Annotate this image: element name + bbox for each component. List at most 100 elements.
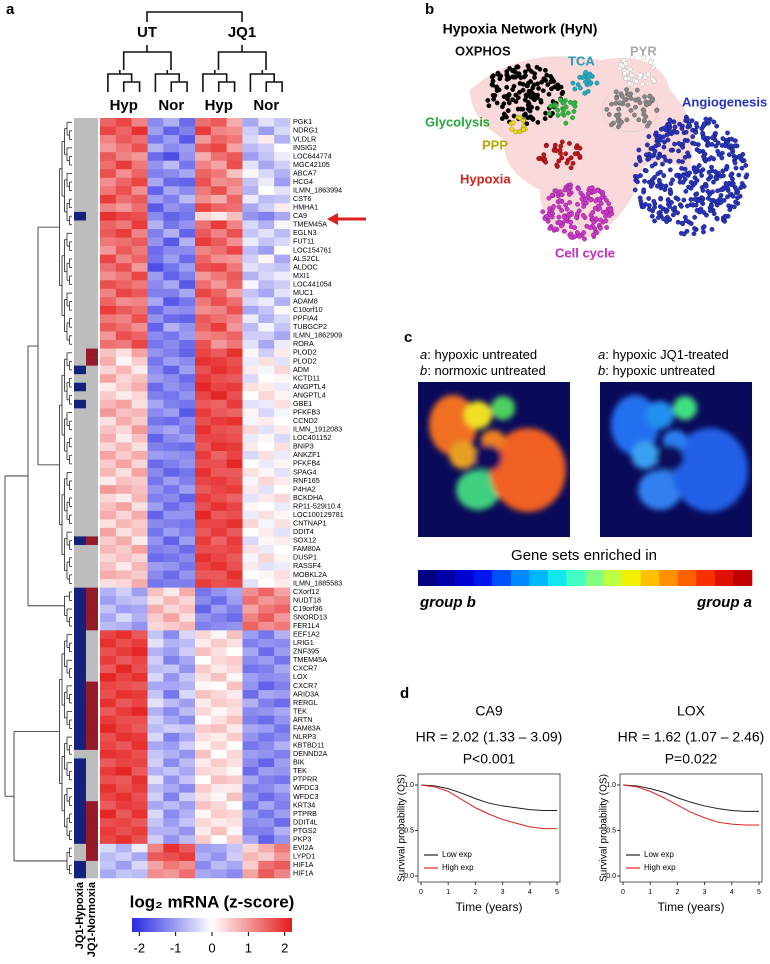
heatmap-cell [179,638,196,648]
network-node [531,82,537,88]
heatmap-cell [242,169,259,179]
survival-curve [622,784,759,826]
gene-label: ILMN_1912083 [293,425,342,434]
heatmap-cell [100,732,117,742]
network-node [652,174,658,180]
network-node [646,134,652,139]
heatmap-cell [226,784,243,793]
heatmap-cell [226,322,243,332]
network-node [732,160,738,166]
annotation-cell [86,553,98,563]
heatmap-cell [195,433,212,443]
heatmap-cell [115,468,132,477]
heatmap-cell [258,698,275,708]
annotation-cell [74,587,86,597]
heatmap-cell [100,211,117,221]
network-node [658,137,663,143]
heatmap-cell [163,536,180,546]
network-node [700,188,706,193]
gene-label: TEK [293,706,307,715]
heatmap-cell [100,673,117,682]
heatmap-cell [226,690,243,699]
heatmap-cell [100,544,117,554]
heatmap-cell [100,784,117,793]
heatmap-cell [258,271,275,281]
heatmap-cell [195,211,212,221]
heatmap-cell [131,476,148,486]
network-node [556,204,562,210]
network-node [724,164,730,169]
heatmap-cell [226,135,243,144]
network-node [692,175,698,181]
annotation-cell [86,621,98,631]
heatmap-cell [274,220,291,230]
heatmap-cell [179,655,196,665]
heatmap-cell [274,451,291,460]
gene-label: EGLN3 [293,228,317,237]
annotation-cell [74,664,86,674]
heatmap-cell [163,126,180,136]
heatmap-cell [163,655,180,665]
annotation-cell [74,186,86,196]
annotation-cell [74,246,86,255]
heatmap-cell [115,715,132,725]
heatmap-cell [195,416,212,426]
heatmap-cell [115,749,132,759]
heatmap-cell [258,263,275,273]
heatmap-cell [195,476,212,486]
heatmap-cell [115,698,132,708]
heatmap-cell [274,698,291,708]
heatmap-cell [258,476,275,486]
heatmap-cell [115,519,132,529]
network-node [560,89,566,95]
annotation-cell [86,211,98,221]
heatmap-cell [274,681,291,691]
heatmap-cell [226,809,243,819]
heatmap-cell [274,493,291,503]
heatmap-cell [147,451,164,460]
annotation-cell [74,485,86,495]
heatmap-cell [210,707,227,717]
colorbar-tick-label: 1 [245,940,252,955]
heatmap-cell [195,638,212,648]
heatmap-cell [179,527,196,537]
network-node [544,214,550,220]
heatmap-cell [258,869,275,879]
heatmap-cell [163,638,180,648]
heatmap-cell [242,570,259,580]
heatmap-cell [179,280,196,290]
gene-label: EVI2A [293,843,314,852]
heatmap-cell [131,698,148,708]
heatmap-cell [131,246,148,255]
heatmap-cell [258,604,275,614]
heatmap-cell [226,399,243,409]
heatmap-cell [100,152,117,161]
heatmap-cell [210,655,227,665]
heatmap-cell [179,673,196,682]
heatmap-cell [226,280,243,290]
heatmap-cell [147,135,164,144]
heatmap-cell [163,382,180,392]
annotation-cell [74,758,86,768]
heatmap-cell [195,186,212,196]
heatmap-cell [147,673,164,682]
heatmap-cell [147,297,164,307]
heatmap-cell [131,416,148,426]
heatmap-cell [131,118,148,127]
heatmap-cell [115,792,132,802]
network-node [705,142,711,148]
heatmap-cell [100,126,117,136]
heatmap-cell [226,655,243,665]
heatmap-cell [100,169,117,179]
heatmap-cell [274,835,291,845]
heatmap-cell [226,826,243,836]
gene-label: CCND2 [293,416,318,425]
heatmap-cell [131,433,148,443]
network-node [501,101,507,107]
network-node [683,188,689,194]
network-node [553,148,559,154]
network-node [556,158,562,164]
heatmap-cell [258,229,275,238]
heatmap-cell [179,118,196,127]
network-node [506,92,512,98]
